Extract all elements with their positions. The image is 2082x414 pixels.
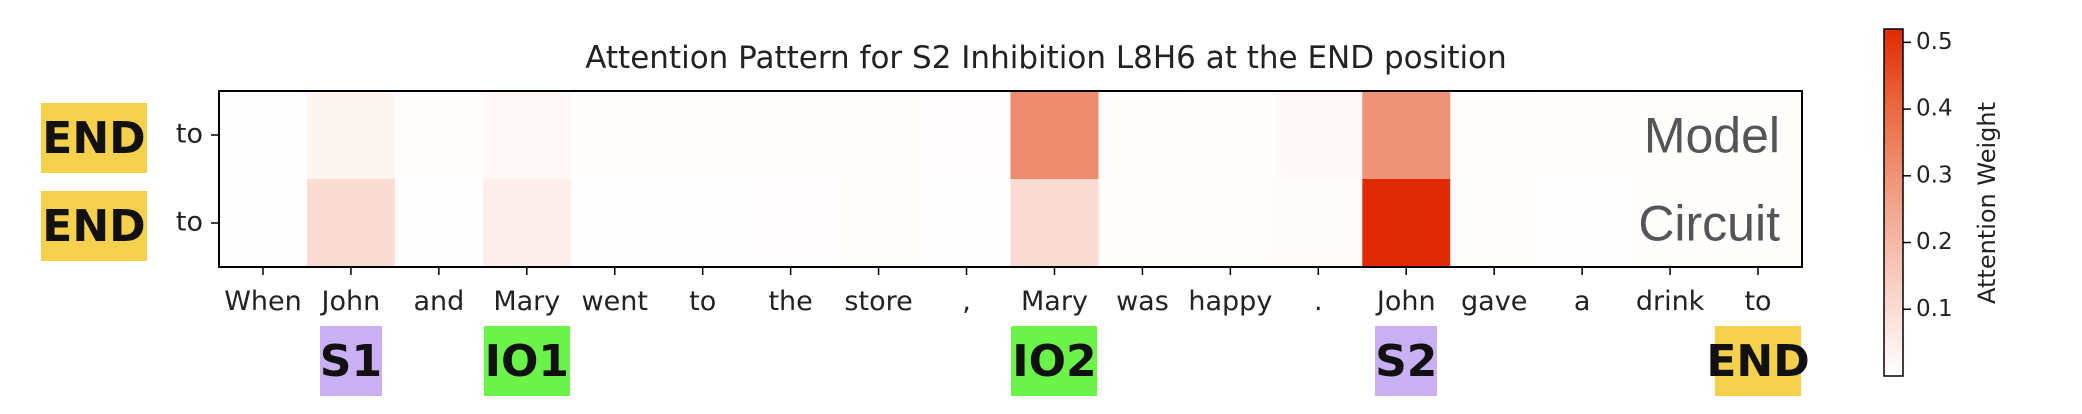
heatmap-cell xyxy=(1450,91,1539,180)
heatmap-cell xyxy=(658,179,748,268)
row-name-labels: Model Circuit xyxy=(1638,108,1780,252)
heatmap-cell xyxy=(219,91,308,180)
x-tick-label: gave xyxy=(1461,286,1527,317)
token-badge: IO1 xyxy=(483,326,570,396)
heatmap-cell xyxy=(219,179,308,268)
heatmap-cell xyxy=(1626,91,1715,180)
heatmap-cell xyxy=(570,179,660,268)
y-tick-label: to xyxy=(176,119,203,150)
x-axis: When John and Mary went to the store, Mary was hap… xyxy=(224,267,1772,317)
token-badge: S1 xyxy=(320,326,382,396)
heatmap-cell xyxy=(746,179,836,268)
heatmap-cell xyxy=(306,179,396,268)
x-tick-label: to xyxy=(689,286,716,317)
heatmap-cell xyxy=(834,179,924,268)
x-tick-label: John xyxy=(320,286,381,317)
colorbar-ticks: 0.1 0.2 0.3 0.4 0.5 xyxy=(1903,29,1953,322)
token-badge: END xyxy=(41,103,147,173)
colorbar-gradient xyxy=(1883,28,1904,377)
heatmap-cell xyxy=(1010,179,1099,268)
heatmap-cells xyxy=(219,91,1803,268)
x-tick-label: Mary xyxy=(493,286,560,317)
plot-frame xyxy=(218,90,1803,268)
x-tick-label: was xyxy=(1116,286,1169,317)
token-badge: END xyxy=(41,191,147,261)
heatmap-cell xyxy=(306,91,396,180)
token-badge: S2 xyxy=(1375,326,1437,396)
token-badge: IO2 xyxy=(1011,326,1098,396)
x-tick-label: the xyxy=(768,286,812,317)
colorbar-tick-label: 0.3 xyxy=(1916,162,1953,188)
heatmap-cell xyxy=(834,91,924,180)
x-tick-label: drink xyxy=(1636,286,1705,317)
colorbar-tick-label: 0.2 xyxy=(1916,229,1953,255)
heatmap-cell xyxy=(394,179,484,268)
y-axis: to to xyxy=(176,119,219,238)
colorbar-tick-label: 0.1 xyxy=(1916,296,1953,322)
row-name-label: Model xyxy=(1644,108,1780,164)
colorbar-tick-label: 0.5 xyxy=(1916,29,1953,55)
x-tick-label: went xyxy=(582,286,648,317)
x-tick-label: store xyxy=(844,286,912,317)
x-tick-label: Mary xyxy=(1021,286,1088,317)
heatmap-cell xyxy=(1274,91,1363,180)
heatmap-cell xyxy=(922,91,1011,180)
heatmap-cell xyxy=(1362,91,1451,180)
x-tick-label: to xyxy=(1744,286,1771,317)
heatmap-cell xyxy=(570,91,660,180)
heatmap-cell xyxy=(922,179,1011,268)
heatmap-cell xyxy=(1098,179,1187,268)
heatmap-cell xyxy=(1538,179,1627,268)
row-name-label: Circuit xyxy=(1638,196,1780,252)
heatmap-cell xyxy=(1010,91,1099,180)
heatmap-cell xyxy=(1186,179,1275,268)
x-tick-label: , xyxy=(962,286,971,317)
x-tick-label: and xyxy=(413,286,464,317)
heatmap-cell xyxy=(1714,91,1803,180)
colorbar-tick-label: 0.4 xyxy=(1916,96,1953,122)
heatmap-cell xyxy=(1626,179,1715,268)
heatmap-cell xyxy=(482,179,572,268)
heatmap-cell xyxy=(1186,91,1275,180)
x-tick-label: a xyxy=(1574,286,1591,317)
heatmap-cell xyxy=(1098,91,1187,180)
token-badge: END xyxy=(1706,326,1810,396)
heatmap-cell xyxy=(658,91,748,180)
heatmap-cell xyxy=(394,91,484,180)
heatmap-cell xyxy=(1274,179,1363,268)
heatmap-cell xyxy=(1538,91,1627,180)
colorbar-label: Attention Weight xyxy=(1973,102,2001,304)
x-tick-label: happy xyxy=(1188,286,1272,317)
x-tick-label: John xyxy=(1375,286,1436,317)
heatmap-cell xyxy=(1450,179,1539,268)
x-tick-label: . xyxy=(1314,286,1323,317)
heatmap-cell xyxy=(1362,179,1451,268)
heatmap-cell xyxy=(1714,179,1803,268)
heatmap-cell xyxy=(746,91,836,180)
colorbar: 0.1 0.2 0.3 0.4 0.5 Attention Weight xyxy=(1883,28,2001,377)
chart-title: Attention Pattern for S2 Inhibition L8H6… xyxy=(585,40,1507,76)
x-tick-label: When xyxy=(224,286,302,317)
y-tick-label: to xyxy=(176,207,203,238)
heatmap-cell xyxy=(482,91,572,180)
